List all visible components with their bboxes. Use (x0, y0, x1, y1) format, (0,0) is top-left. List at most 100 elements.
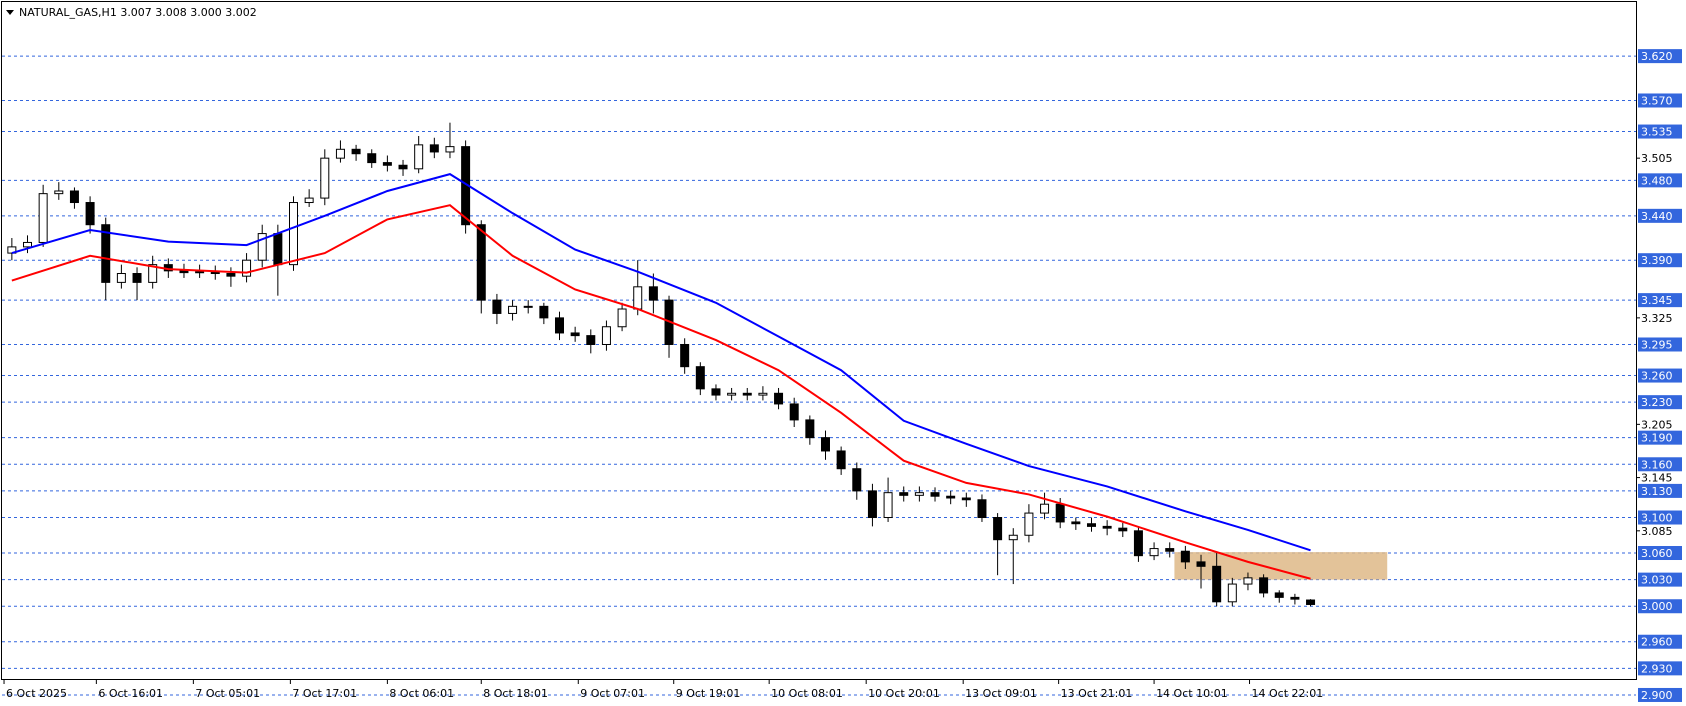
level-label-box (1638, 124, 1682, 139)
level-label: 3.190 (1641, 432, 1673, 445)
level-label: 3.230 (1641, 396, 1673, 409)
candle-body (398, 164, 408, 170)
y-tick-label: 3.205 (1641, 418, 1673, 431)
x-tick-label: 7 Oct 17:01 (292, 687, 357, 700)
level-label-box (1638, 208, 1682, 223)
candle-body (852, 468, 862, 492)
x-tick-label: 10 Oct 20:01 (868, 687, 940, 700)
candle-body (883, 492, 893, 519)
candle-body (1243, 577, 1253, 585)
candle-body (226, 273, 236, 277)
y-tick-label: 3.145 (1641, 472, 1673, 485)
candle-body (148, 264, 158, 283)
candle-body (601, 326, 611, 345)
candle-body (961, 497, 971, 501)
price-zone (1174, 552, 1388, 580)
level-label: 3.620 (1641, 50, 1673, 63)
candle-body (993, 517, 1003, 541)
candle-body (132, 273, 142, 283)
candle-body (23, 241, 33, 248)
level-label-box (1638, 293, 1682, 308)
candle-body (304, 197, 314, 204)
candle-body (789, 403, 799, 421)
level-label-box (1638, 546, 1682, 561)
level-label: 3.480 (1641, 174, 1673, 187)
candle-body (1306, 599, 1316, 605)
candle-body (445, 146, 455, 153)
level-label: 3.260 (1641, 370, 1673, 383)
menu-arrow[interactable] (6, 10, 14, 15)
level-label-box (1638, 572, 1682, 587)
candle-body (429, 144, 439, 153)
candle-body (351, 148, 361, 155)
level-label-box (1638, 457, 1682, 472)
y-tick-label: 3.085 (1641, 525, 1673, 538)
candle-body (382, 162, 392, 166)
level-label-box (1638, 510, 1682, 525)
moving-average (11, 204, 1311, 580)
y-tick-label: 3.505 (1641, 152, 1673, 165)
candle-body (476, 224, 486, 301)
x-tick-label: 8 Oct 18:01 (483, 687, 548, 700)
candle-body (1165, 548, 1175, 552)
candle-body (1212, 565, 1222, 603)
level-label: 3.295 (1641, 338, 1673, 351)
x-tick-label: 6 Oct 16:01 (98, 687, 163, 700)
candle-body (1149, 548, 1159, 557)
candle-body (85, 202, 95, 226)
level-label-box (1638, 395, 1682, 410)
candle-body (695, 366, 705, 390)
candle-body (727, 392, 737, 396)
candle-body (570, 332, 580, 337)
candle-body (1196, 561, 1206, 567)
level-label-box (1638, 173, 1682, 188)
x-tick-label: 14 Oct 22:01 (1252, 687, 1324, 700)
level-label-box (1638, 599, 1682, 614)
candle-body (1055, 503, 1065, 523)
candle-body (820, 437, 830, 452)
candle-body (101, 224, 111, 283)
candle-body (930, 492, 940, 497)
level-label: 2.930 (1641, 662, 1673, 675)
y-tick-label: 3.325 (1641, 312, 1673, 325)
candle-body (38, 193, 48, 243)
candle-body (1118, 527, 1128, 532)
candle-body (508, 305, 518, 314)
candle-body (335, 148, 345, 159)
candle-body (554, 317, 564, 334)
candle-body (1008, 534, 1018, 541)
candle-body (523, 305, 533, 308)
candle-body (633, 286, 643, 310)
candle-body (1024, 512, 1034, 536)
x-tick-label: 8 Oct 06:01 (389, 687, 454, 700)
moving-average (11, 173, 1311, 552)
candle-body (492, 299, 502, 314)
candle-body (367, 153, 377, 164)
level-label: 3.100 (1641, 512, 1673, 525)
candle-body (1259, 577, 1269, 594)
x-tick-label: 13 Oct 09:01 (965, 687, 1037, 700)
level-label: 3.570 (1641, 94, 1673, 107)
level-label: 3.000 (1641, 600, 1673, 613)
candle-body (899, 492, 909, 496)
candle-body (1071, 521, 1081, 525)
plot-area (2, 55, 1636, 696)
x-tick-label: 7 Oct 05:01 (195, 687, 260, 700)
candle-body (257, 233, 267, 261)
candle-body (836, 450, 846, 470)
level-label-box (1638, 483, 1682, 498)
candle-body (586, 335, 596, 345)
candle-body (179, 270, 189, 274)
candle-body (1086, 523, 1096, 527)
candle-body (867, 490, 877, 519)
level-label: 3.160 (1641, 458, 1673, 471)
level-label-box (1638, 687, 1682, 702)
candle-body (758, 392, 768, 396)
chart-title: NATURAL_GAS,H1 3.007 3.008 3.000 3.002 (19, 6, 257, 19)
candle-body (414, 144, 424, 170)
level-label-box (1638, 661, 1682, 676)
candle-body (711, 388, 721, 396)
candle-body (54, 190, 64, 195)
